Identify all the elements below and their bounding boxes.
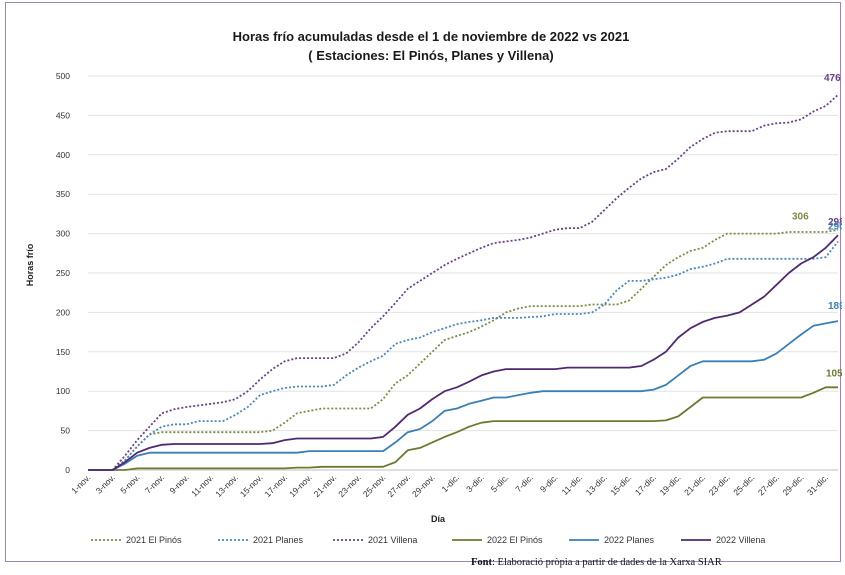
chart-svg: Horas frío acumuladas desde el 1 de novi… (25, 29, 842, 545)
series-line (88, 320, 839, 471)
x-tick-label: 15-nov. (238, 472, 265, 499)
x-tick-label: 27-nov. (385, 472, 412, 499)
x-tick-label: 7-dic. (513, 472, 535, 494)
x-tick-label: 25-nov. (361, 472, 388, 499)
y-tick-label: 300 (56, 229, 70, 239)
end-value-label: 476 (824, 73, 841, 84)
x-tick-label: 9-dic. (538, 472, 560, 494)
chart-title: Horas frío acumuladas desde el 1 de novi… (233, 29, 630, 44)
x-tick-label: 19-dic. (657, 472, 682, 497)
end-value-label: 306 (792, 212, 809, 223)
x-tick-label: 19-nov. (287, 472, 314, 499)
y-tick-label: 50 (61, 426, 71, 436)
legend-label: 2021 El Pinós (126, 535, 182, 545)
x-tick-label: 5-nov. (118, 472, 141, 495)
series-line (88, 234, 839, 471)
series-lines (88, 94, 839, 471)
series-line (88, 228, 839, 471)
source-note: Font: Elaboració pròpia a partir de dade… (471, 557, 843, 568)
x-tick-label: 13-nov. (213, 472, 240, 499)
chart-frame: Horas frío acumuladas desde el 1 de novi… (5, 2, 842, 562)
series-line (88, 386, 838, 471)
legend-label: 2022 Planes (604, 535, 655, 545)
source-label: Font (471, 557, 492, 568)
x-tick-label: 3-dic. (464, 472, 486, 494)
legend-label: 2022 El Pinós (487, 535, 543, 545)
y-tick-label: 250 (56, 268, 70, 278)
x-tick-label: 7-nov. (143, 472, 166, 495)
y-tick-label: 0 (65, 465, 70, 475)
x-tick-label: 23-dic. (707, 472, 732, 497)
x-axis-label: Día (431, 514, 446, 524)
source-text: : Elaboració pròpia a partir de dades de… (492, 557, 722, 568)
end-value-label: 298 (828, 217, 842, 228)
y-tick-label: 350 (56, 189, 70, 199)
x-tick-label: 13-dic. (584, 472, 609, 497)
y-tick-labels: 0 50 100 150 200 250 300 350 400 450 500 (56, 71, 70, 475)
legend-label: 2022 Villena (716, 535, 765, 545)
x-tick-labels: 1-nov. 3-nov. 5-nov. 7-nov. 9-nov.11-nov.13-… (69, 472, 830, 499)
y-tick-label: 150 (56, 347, 70, 357)
y-tick-label: 400 (56, 150, 70, 160)
x-tick-label: 11-dic. (560, 472, 585, 497)
series-line (88, 240, 839, 471)
x-tick-label: 29-dic. (780, 472, 805, 497)
x-tick-label: 1-dic. (439, 472, 461, 494)
x-tick-label: 25-dic. (731, 472, 756, 497)
end-value-label: 290 (828, 221, 842, 232)
y-tick-label: 450 (56, 110, 70, 120)
x-tick-label: 11-nov. (189, 472, 215, 498)
x-tick-label: 15-dic. (608, 472, 633, 497)
legend-label: 2021 Planes (253, 535, 304, 545)
end-value-label: 105 (826, 368, 842, 379)
series-line (88, 94, 839, 471)
y-tick-label: 100 (56, 386, 70, 396)
legend: 2021 El Pinós 2021 Planes 2021 Villena 2022… (91, 535, 765, 545)
x-tick-label: 29-nov. (410, 472, 437, 499)
grid (88, 75, 838, 471)
x-tick-label: 1-nov. (69, 472, 92, 495)
x-tick-label: 17-nov. (262, 472, 289, 499)
x-tick-label: 5-dic. (489, 472, 511, 494)
x-tick-label: 17-dic. (633, 472, 658, 497)
chart-subtitle: ( Estaciones: El Pinós, Planes y Villena… (308, 48, 553, 63)
x-tick-label: 27-dic. (756, 472, 781, 497)
y-tick-label: 500 (56, 71, 70, 81)
y-axis-label: Horas frío (25, 243, 35, 286)
x-tick-label: 21-nov. (312, 472, 339, 499)
end-value-label: 189 (828, 301, 842, 312)
x-tick-label: 9-nov. (167, 472, 190, 495)
legend-label: 2021 Villena (368, 535, 417, 545)
x-tick-label: 23-nov. (336, 472, 363, 499)
x-tick-label: 31-dic. (805, 472, 830, 497)
x-tick-label: 21-dic. (682, 472, 707, 497)
y-tick-label: 200 (56, 307, 70, 317)
x-tick-label: 3-nov. (94, 472, 117, 495)
